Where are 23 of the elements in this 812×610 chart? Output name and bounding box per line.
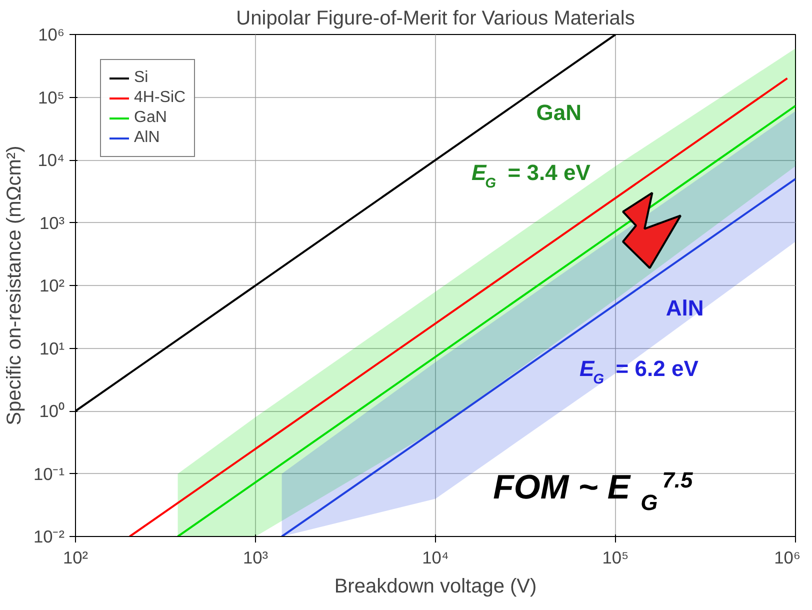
x-tick-label: 10⁴ <box>422 548 449 568</box>
annotation: AlN <box>666 296 704 321</box>
x-tick-label: 10² <box>62 548 88 568</box>
legend-label: 4H-SiC <box>134 89 186 107</box>
y-tick-label: 10⁵ <box>38 87 65 108</box>
legend-label: GaN <box>134 109 167 127</box>
y-tick-label: 10⁴ <box>38 150 65 170</box>
legend-label: Si <box>134 69 150 87</box>
y-tick-label: 10⁻² <box>33 526 65 546</box>
legend-label: AlN <box>134 129 160 147</box>
y-tick-label: 10⁰ <box>39 401 65 421</box>
x-tick-label: 10⁵ <box>602 548 629 568</box>
chart-title: Unipolar Figure-of-Merit for Various Materials <box>236 8 635 30</box>
x-tick-label: 10⁶ <box>774 548 801 568</box>
y-tick-label: 10¹ <box>39 338 65 358</box>
y-axis-title: Specific on-resistance (mΩcm²) <box>3 146 26 426</box>
annotation: GaN <box>536 100 582 125</box>
y-tick-label: 10³ <box>39 212 65 233</box>
y-tick-label: 10⁻¹ <box>33 464 65 484</box>
y-tick-label: 10⁶ <box>38 24 65 44</box>
x-tick-label: 10³ <box>242 548 268 568</box>
x-axis-title: Breakdown voltage (V) <box>334 576 537 598</box>
y-tick-label: 10² <box>39 276 65 296</box>
